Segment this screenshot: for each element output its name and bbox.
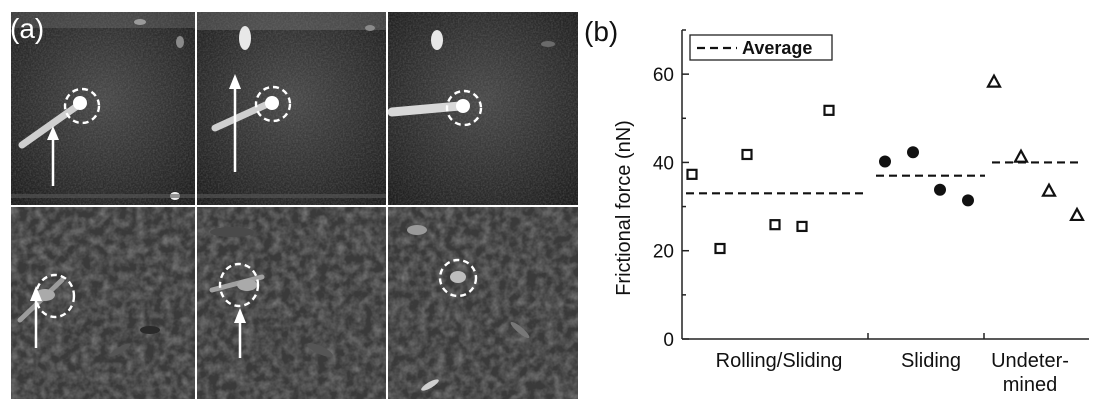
y-tick-label: 40 bbox=[653, 153, 674, 174]
arrow-up-icon bbox=[229, 74, 241, 172]
micrograph-bottom-3 bbox=[388, 207, 578, 399]
point-square bbox=[714, 242, 726, 255]
micrograph-top-1 bbox=[11, 12, 195, 205]
marker-circle-2 bbox=[254, 85, 292, 123]
arrow-up-icon bbox=[234, 308, 246, 358]
point-circle bbox=[962, 194, 974, 207]
point-triangle bbox=[1069, 206, 1085, 222]
x-category-label: mined bbox=[1003, 374, 1057, 396]
y-tick-label: 0 bbox=[663, 330, 674, 351]
point-square bbox=[769, 219, 781, 231]
marker-circle-3 bbox=[445, 89, 483, 127]
point-circle bbox=[907, 146, 919, 159]
y-tick-label: 20 bbox=[653, 242, 674, 263]
point-circle bbox=[879, 155, 891, 168]
marker-circle-5 bbox=[218, 262, 260, 308]
panel-b-label: (b) bbox=[584, 16, 618, 47]
micrograph-bottom-2 bbox=[197, 207, 386, 399]
y-axis-title: Frictional force (nN) bbox=[613, 120, 635, 296]
x-category-label: Rolling/Sliding bbox=[716, 350, 843, 372]
arrow-up-icon bbox=[30, 286, 42, 348]
point-square bbox=[741, 148, 753, 161]
marker-circle-6 bbox=[438, 258, 478, 298]
marker-circle-1 bbox=[63, 87, 101, 125]
frictional-force-chart: (b) Frictional force (nN) 0 20 40 60 Rollin… bbox=[584, 16, 1089, 396]
x-category-label: Undeter- bbox=[991, 350, 1069, 372]
point-triangle bbox=[1041, 182, 1057, 197]
point-square bbox=[823, 104, 835, 116]
legend: Average bbox=[689, 34, 833, 61]
point-triangle bbox=[1013, 148, 1029, 163]
micrograph-top-2 bbox=[197, 12, 386, 205]
afm-micrograph-panel: (a) bbox=[10, 12, 578, 399]
x-category-label: Sliding bbox=[901, 350, 961, 372]
micrograph-bottom-1 bbox=[11, 207, 195, 399]
micrograph-top-3 bbox=[387, 12, 578, 205]
panel-a-label: (a) bbox=[10, 13, 44, 44]
y-tick-label: 60 bbox=[653, 65, 674, 86]
x-axis-ticks: Rolling/Sliding Sliding Undeter-mined bbox=[716, 333, 1069, 396]
axis-frame bbox=[681, 30, 1089, 340]
point-circle bbox=[934, 183, 946, 196]
point-square bbox=[796, 220, 808, 233]
average-lines bbox=[686, 161, 1082, 195]
point-square bbox=[686, 168, 698, 180]
point-triangle bbox=[986, 73, 1002, 88]
arrow-up-icon bbox=[47, 126, 59, 186]
legend-label-average: Average bbox=[742, 38, 812, 58]
y-axis-ticks: 0 20 40 60 bbox=[653, 29, 689, 351]
data-points bbox=[686, 73, 1085, 255]
